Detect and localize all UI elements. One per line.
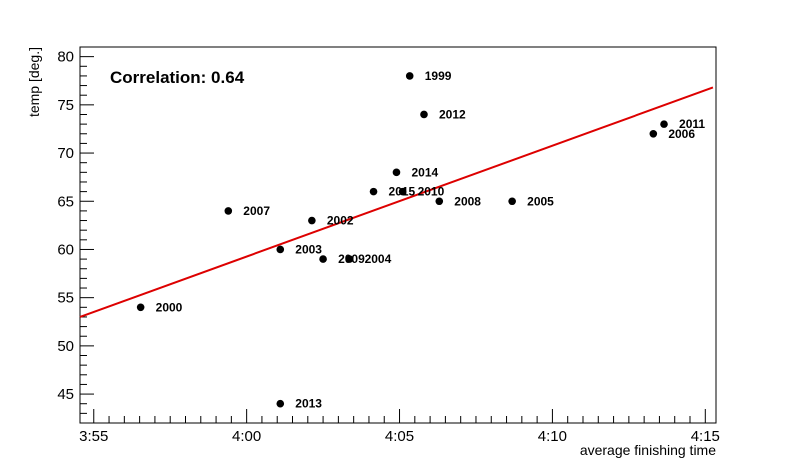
data-point-2007: [224, 207, 233, 215]
fit-line: [79, 86, 714, 318]
point-label-2003: 2003: [295, 242, 322, 256]
data-point-1999: [405, 72, 414, 80]
y-axis-title: temp [deg.]: [26, 47, 42, 117]
point-label-2002: 2002: [327, 214, 354, 228]
data-point-2003: [276, 245, 285, 254]
point-label-2013: 2013: [295, 397, 322, 411]
points-layer: 1999 2000 2002 2003 2004 2005 2006 2007 2008 2009…: [136, 69, 705, 411]
data-point-2005: [508, 197, 516, 206]
y-tick-label: 60: [57, 241, 74, 258]
point-label-2007: 2007: [243, 204, 270, 218]
data-point-2004: [345, 255, 354, 263]
y-tick-label: 45: [57, 386, 74, 403]
x-tick-label: 4:05: [385, 428, 414, 445]
y-tick-label: 75: [57, 97, 74, 114]
point-label-2014: 2014: [411, 165, 438, 179]
data-point-2013: [276, 399, 285, 408]
data-point-2011: [660, 120, 668, 128]
data-point-2002: [308, 216, 316, 225]
point-label-2004: 2004: [365, 252, 392, 266]
point-label-2012: 2012: [439, 107, 466, 121]
y-axis: 45 50 55 60 65 70 75 80: [57, 46, 94, 424]
data-point-2009: [319, 255, 327, 263]
y-tick-label: 70: [57, 145, 74, 162]
data-point-2015: [369, 187, 378, 196]
x-axis-title: average finishing time: [580, 442, 716, 458]
y-tick-label: 50: [57, 338, 74, 355]
point-label-1999: 1999: [425, 69, 452, 83]
data-point-2010: [398, 187, 407, 196]
y-tick-label: 65: [57, 193, 74, 210]
point-label-2008: 2008: [454, 194, 481, 208]
point-label-2000: 2000: [156, 300, 183, 314]
x-tick-label: 4:10: [538, 428, 567, 445]
point-label-2009: 2009: [338, 252, 365, 266]
point-label-2015: 2015: [389, 185, 416, 199]
fit-line-layer: [79, 86, 714, 318]
x-axis: 3:55 4:00 4:05 4:10 4:15: [79, 409, 720, 445]
point-label-2006: 2006: [668, 127, 695, 141]
y-tick-label: 80: [57, 49, 74, 66]
x-tick-label: 4:00: [232, 428, 261, 445]
point-label-2005: 2005: [527, 194, 554, 208]
correlation-annotation: Correlation: 0.64: [110, 68, 245, 87]
x-tick-label: 3:55: [79, 428, 108, 445]
y-tick-label: 55: [57, 290, 74, 307]
data-point-2008: [435, 197, 444, 206]
data-point-2014: [392, 168, 401, 177]
point-label-2011: 2011: [679, 117, 705, 131]
data-point-2012: [420, 110, 428, 119]
data-point-2006: [649, 129, 658, 138]
x-tick-label: 4:15: [691, 428, 720, 445]
plot-frame: [79, 46, 717, 424]
point-label-2010: 2010: [418, 185, 445, 199]
data-point-2000: [136, 303, 145, 312]
